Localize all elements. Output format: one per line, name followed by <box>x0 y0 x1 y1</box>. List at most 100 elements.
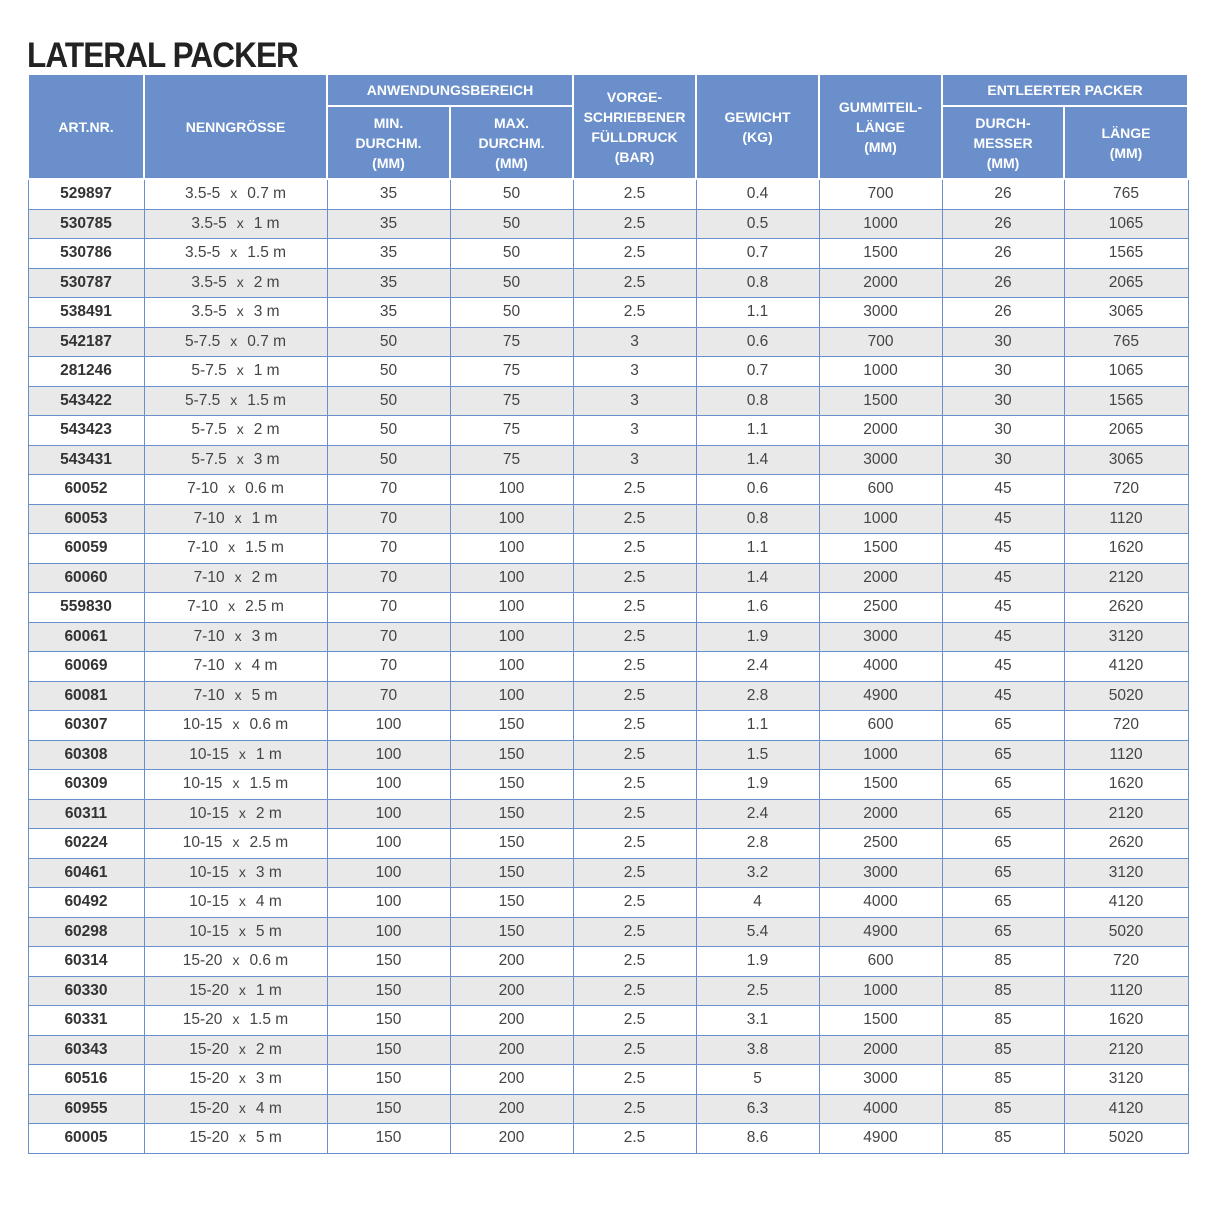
cell-art-nr: 60314 <box>27 946 145 977</box>
diameter-range: 7-10 <box>193 509 225 527</box>
table-row: 530786 3.5-5 x 1.5 m 35 50 2.5 0.7 1500 26 1565 <box>27 238 1189 269</box>
cell-gummiteil-laenge: 1500 <box>818 385 943 416</box>
cell-gewicht: 8.6 <box>695 1123 820 1154</box>
header-line: DURCHM. <box>478 134 545 151</box>
length: 1 m <box>255 745 282 763</box>
times-sign: x <box>230 391 238 408</box>
cell-laenge: 1620 <box>1063 769 1189 800</box>
table-row: 543422 5-7.5 x 1.5 m 50 75 3 0.8 1500 30 1565 <box>27 385 1189 416</box>
times-sign: x <box>238 922 246 939</box>
cell-durchmesser: 85 <box>941 1064 1065 1095</box>
cell-gewicht: 0.5 <box>695 208 820 239</box>
table-row: 60516 15-20 x 3 m 150 200 2.5 5 3000 85 3120 <box>27 1064 1189 1095</box>
cell-max-durchm: 150 <box>449 739 574 770</box>
cell-min-durchm: 70 <box>326 680 451 711</box>
cell-gewicht: 4 <box>695 887 820 918</box>
cell-max-durchm: 100 <box>449 533 574 564</box>
cell-gummiteil-laenge: 4000 <box>818 1093 943 1124</box>
cell-gewicht: 2.4 <box>695 651 820 682</box>
cell-gummiteil-laenge: 2000 <box>818 562 943 593</box>
cell-durchmesser: 45 <box>941 680 1065 711</box>
table-row: 60060 7-10 x 2 m 70 100 2.5 1.4 2000 45 2120 <box>27 562 1189 593</box>
cell-fuelldruck: 2.5 <box>572 887 697 918</box>
diameter-range: 7-10 <box>193 657 225 675</box>
diameter-range: 15-20 <box>189 1040 229 1058</box>
cell-art-nr: 60308 <box>27 739 145 770</box>
length: 1.5 m <box>249 1011 289 1029</box>
table-row: 60308 10-15 x 1 m 100 150 2.5 1.5 1000 65 1120 <box>27 739 1189 770</box>
cell-laenge: 4120 <box>1063 1093 1189 1124</box>
cell-laenge: 2120 <box>1063 798 1189 829</box>
cell-nenngroesse: 3.5-5 x 3 m <box>143 297 328 328</box>
cell-gewicht: 5 <box>695 1064 820 1095</box>
cell-gummiteil-laenge: 700 <box>818 326 943 357</box>
cell-laenge: 765 <box>1063 178 1189 210</box>
header-line: FÜLLDRUCK <box>591 128 678 145</box>
header-art-nr: ART.NR. <box>27 73 145 180</box>
cell-art-nr: 60224 <box>27 828 145 859</box>
cell-nenngroesse: 15-20 x 1 m <box>143 975 328 1006</box>
cell-durchmesser: 45 <box>941 592 1065 623</box>
cell-min-durchm: 100 <box>326 769 451 800</box>
cell-gummiteil-laenge: 600 <box>818 946 943 977</box>
cell-nenngroesse: 15-20 x 3 m <box>143 1064 328 1095</box>
cell-art-nr: 530785 <box>27 208 145 239</box>
length: 3 m <box>255 863 282 881</box>
cell-max-durchm: 100 <box>449 651 574 682</box>
diameter-range: 15-20 <box>189 1129 229 1147</box>
cell-nenngroesse: 5-7.5 x 1 m <box>143 356 328 387</box>
cell-nenngroesse: 3.5-5 x 1 m <box>143 208 328 239</box>
cell-fuelldruck: 2.5 <box>572 916 697 947</box>
header-fuelldruck: VORGE- SCHRIEBENER FÜLLDRUCK (BAR) <box>572 73 698 180</box>
table-row: 60343 15-20 x 2 m 150 200 2.5 3.8 2000 85 2120 <box>27 1034 1189 1065</box>
diameter-range: 5-7.5 <box>191 362 227 380</box>
cell-gummiteil-laenge: 1000 <box>818 356 943 387</box>
cell-gummiteil-laenge: 1500 <box>818 238 943 269</box>
cell-laenge: 2120 <box>1063 562 1189 593</box>
times-sign: x <box>238 804 246 821</box>
cell-laenge: 2620 <box>1063 592 1189 623</box>
table-row: 60298 10-15 x 5 m 100 150 2.5 5.4 4900 65 5020 <box>27 916 1189 947</box>
cell-fuelldruck: 2.5 <box>572 238 697 269</box>
header-line: MESSER <box>973 134 1033 151</box>
cell-nenngroesse: 15-20 x 5 m <box>143 1123 328 1154</box>
cell-art-nr: 60081 <box>27 680 145 711</box>
cell-gewicht: 2.8 <box>695 828 820 859</box>
cell-durchmesser: 45 <box>941 533 1065 564</box>
cell-art-nr: 543431 <box>27 444 145 475</box>
cell-gummiteil-laenge: 2500 <box>818 828 943 859</box>
cell-gewicht: 1.6 <box>695 592 820 623</box>
cell-fuelldruck: 2.5 <box>572 592 697 623</box>
header-durchmesser: DURCH- MESSER (MM) <box>941 105 1066 180</box>
cell-max-durchm: 200 <box>449 1064 574 1095</box>
cell-nenngroesse: 5-7.5 x 1.5 m <box>143 385 328 416</box>
times-sign: x <box>228 539 236 556</box>
cell-gummiteil-laenge: 1500 <box>818 769 943 800</box>
diameter-range: 15-20 <box>189 1099 229 1117</box>
header-entleerter-packer: ENTLEERTER PACKER <box>941 73 1190 107</box>
table-row: 530785 3.5-5 x 1 m 35 50 2.5 0.5 1000 26 1065 <box>27 208 1189 239</box>
cell-laenge: 1065 <box>1063 356 1189 387</box>
cell-gewicht: 0.7 <box>695 238 820 269</box>
cell-durchmesser: 85 <box>941 1005 1065 1036</box>
cell-art-nr: 543423 <box>27 415 145 446</box>
length: 1 m <box>255 981 282 999</box>
cell-art-nr: 530786 <box>27 238 145 269</box>
length: 3 m <box>253 450 280 468</box>
cell-gewicht: 1.9 <box>695 769 820 800</box>
table-row: 530787 3.5-5 x 2 m 35 50 2.5 0.8 2000 26 2065 <box>27 267 1189 298</box>
times-sign: x <box>230 332 238 349</box>
diameter-range: 7-10 <box>187 598 219 616</box>
cell-nenngroesse: 3.5-5 x 2 m <box>143 267 328 298</box>
cell-gewicht: 5.4 <box>695 916 820 947</box>
length: 1 m <box>251 509 278 527</box>
length: 5 m <box>251 686 278 704</box>
cell-nenngroesse: 3.5-5 x 1.5 m <box>143 238 328 269</box>
cell-max-durchm: 150 <box>449 916 574 947</box>
cell-gummiteil-laenge: 4900 <box>818 1123 943 1154</box>
cell-nenngroesse: 15-20 x 4 m <box>143 1093 328 1124</box>
length: 5 m <box>255 1129 282 1147</box>
cell-min-durchm: 100 <box>326 710 451 741</box>
cell-min-durchm: 150 <box>326 1034 451 1065</box>
times-sign: x <box>236 303 244 320</box>
